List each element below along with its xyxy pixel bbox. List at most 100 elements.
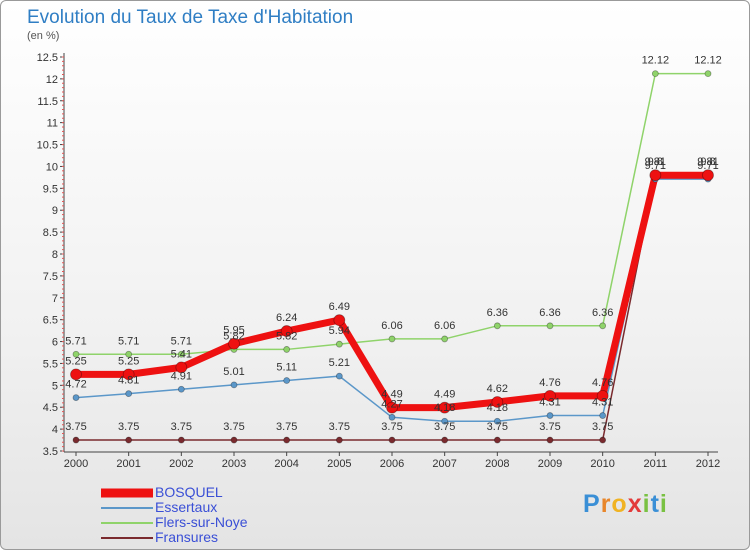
legend-label: Essertaux (155, 499, 218, 515)
data-label: 6.06 (434, 320, 455, 332)
brand-letter: r (600, 490, 612, 518)
data-label: 5.82 (223, 330, 244, 342)
data-point (125, 390, 133, 398)
brand-letter: t (650, 490, 660, 518)
x-tick-label: 2001 (116, 458, 140, 470)
y-tick-label: 9 (52, 205, 58, 217)
y-tick-label: 11.5 (37, 96, 58, 108)
legend-swatch (101, 536, 153, 539)
data-label: 9.8 (648, 156, 663, 168)
data-label: 3.75 (171, 421, 192, 433)
data-label: 5.21 (329, 357, 350, 369)
data-point (491, 396, 504, 408)
data-label: 5.25 (65, 355, 86, 367)
y-tick-label: 3.5 (43, 446, 58, 458)
data-point (441, 417, 449, 425)
data-point (177, 385, 185, 393)
brand-logo: Proxiti (583, 490, 668, 519)
data-label: 12.12 (694, 55, 722, 67)
data-label: 9.71 (645, 160, 666, 172)
data-point (177, 350, 185, 358)
x-tick-label: 2008 (485, 458, 509, 470)
data-point (72, 394, 80, 401)
data-label: 9.81 (697, 156, 718, 168)
x-tick-label: 2003 (222, 458, 246, 470)
chart-title: Evolution du Taux de Taxe d'Habitation (27, 7, 354, 28)
data-label: 4.76 (592, 377, 613, 389)
x-tick-label: 2000 (64, 458, 88, 470)
data-label: 6.36 (487, 307, 508, 319)
data-label: 4.31 (539, 397, 560, 409)
data-label: 5.11 (276, 362, 297, 374)
data-label: 4.72 (65, 379, 86, 391)
data-label: 3.75 (65, 421, 86, 433)
data-point (544, 389, 556, 402)
data-label: 5.94 (329, 325, 350, 337)
data-point (546, 412, 554, 419)
data-label: 5.71 (118, 335, 139, 347)
data-label: 6.36 (539, 307, 560, 319)
y-tick-label: 5.5 (43, 358, 58, 370)
data-point (335, 340, 343, 348)
data-label: 5.25 (118, 355, 139, 367)
data-point (333, 314, 346, 327)
y-tick-label: 9.5 (43, 183, 58, 195)
y-tick-label: 12.5 (37, 52, 58, 64)
data-label: 3.75 (223, 421, 244, 433)
x-tick-label: 2006 (380, 458, 404, 470)
data-point (280, 325, 293, 337)
legend-label: Fransures (155, 529, 219, 545)
x-tick-label: 2002 (169, 458, 193, 470)
data-label: 4.62 (487, 383, 508, 395)
data-label: 12.12 (642, 55, 670, 67)
data-point (283, 436, 291, 444)
data-point (493, 417, 501, 425)
data-label: 4.49 (381, 389, 402, 401)
legend-label: Flers-sur-Noye (155, 514, 248, 530)
x-tick-label: 2011 (644, 458, 668, 470)
data-point (177, 436, 185, 444)
data-point (70, 368, 82, 381)
data-point (441, 436, 449, 444)
y-tick-label: 4 (52, 424, 58, 436)
brand-letter: o (611, 490, 628, 518)
x-tick-label: 2007 (432, 458, 456, 470)
data-label: 4.27 (381, 398, 402, 410)
data-point (388, 436, 396, 444)
y-tick-label: 8 (52, 249, 58, 261)
x-tick-label: 2009 (538, 458, 562, 470)
legend-swatch (101, 506, 153, 509)
y-tick-label: 4.5 (43, 402, 58, 414)
data-label: 3.75 (434, 421, 455, 433)
data-point (651, 70, 659, 78)
data-point (72, 350, 80, 358)
y-tick-label: 8.5 (43, 227, 58, 239)
data-point (546, 436, 554, 444)
data-label: 5.41 (171, 348, 192, 360)
data-label: 6.24 (276, 312, 297, 324)
data-label: 6.36 (592, 307, 613, 319)
legend-swatch (101, 488, 153, 497)
y-tick-label: 7 (52, 293, 58, 305)
data-point (649, 169, 662, 182)
data-point (125, 350, 133, 358)
data-label: 9.81 (645, 156, 666, 168)
data-point (388, 413, 396, 421)
legend-swatch (101, 521, 153, 524)
y-tick-label: 5 (52, 380, 58, 392)
data-point (175, 361, 188, 374)
data-point (599, 436, 607, 444)
data-label: 4.18 (434, 402, 455, 414)
data-label: 3.75 (118, 421, 139, 433)
data-label: 4.49 (434, 389, 455, 401)
data-point (702, 169, 714, 182)
brand-letter: i (659, 490, 668, 518)
brand-letter: x (627, 490, 643, 518)
data-label: 3.75 (487, 421, 508, 433)
brand-letter: P (583, 490, 601, 518)
data-point (441, 335, 449, 343)
data-point (125, 436, 133, 444)
data-label: 9.8 (700, 156, 715, 168)
